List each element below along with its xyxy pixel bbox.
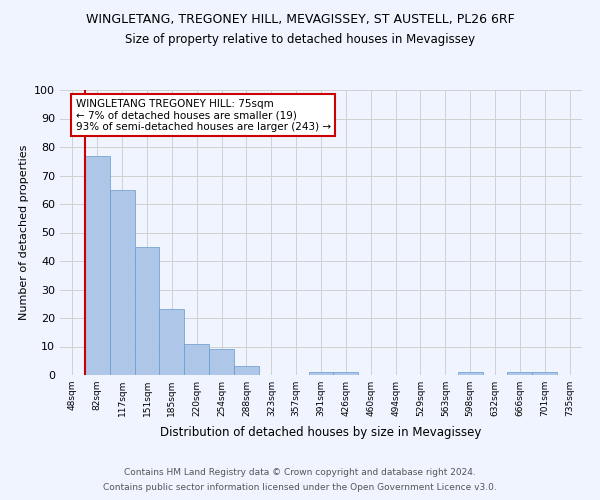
Bar bbox=[532, 372, 557, 375]
Bar bbox=[308, 372, 334, 375]
Y-axis label: Number of detached properties: Number of detached properties bbox=[19, 145, 29, 320]
Bar bbox=[334, 372, 358, 375]
Bar bbox=[134, 246, 160, 375]
Bar bbox=[160, 310, 184, 375]
Bar bbox=[234, 366, 259, 375]
Text: Contains HM Land Registry data © Crown copyright and database right 2024.: Contains HM Land Registry data © Crown c… bbox=[124, 468, 476, 477]
Text: Contains public sector information licensed under the Open Government Licence v3: Contains public sector information licen… bbox=[103, 483, 497, 492]
Text: WINGLETANG, TREGONEY HILL, MEVAGISSEY, ST AUSTELL, PL26 6RF: WINGLETANG, TREGONEY HILL, MEVAGISSEY, S… bbox=[86, 12, 514, 26]
Bar bbox=[110, 190, 134, 375]
Bar bbox=[508, 372, 532, 375]
Bar bbox=[184, 344, 209, 375]
Text: WINGLETANG TREGONEY HILL: 75sqm
← 7% of detached houses are smaller (19)
93% of : WINGLETANG TREGONEY HILL: 75sqm ← 7% of … bbox=[76, 98, 331, 132]
Text: Size of property relative to detached houses in Mevagissey: Size of property relative to detached ho… bbox=[125, 32, 475, 46]
Bar bbox=[209, 350, 234, 375]
Bar bbox=[458, 372, 482, 375]
Text: Distribution of detached houses by size in Mevagissey: Distribution of detached houses by size … bbox=[160, 426, 482, 439]
Bar bbox=[85, 156, 110, 375]
